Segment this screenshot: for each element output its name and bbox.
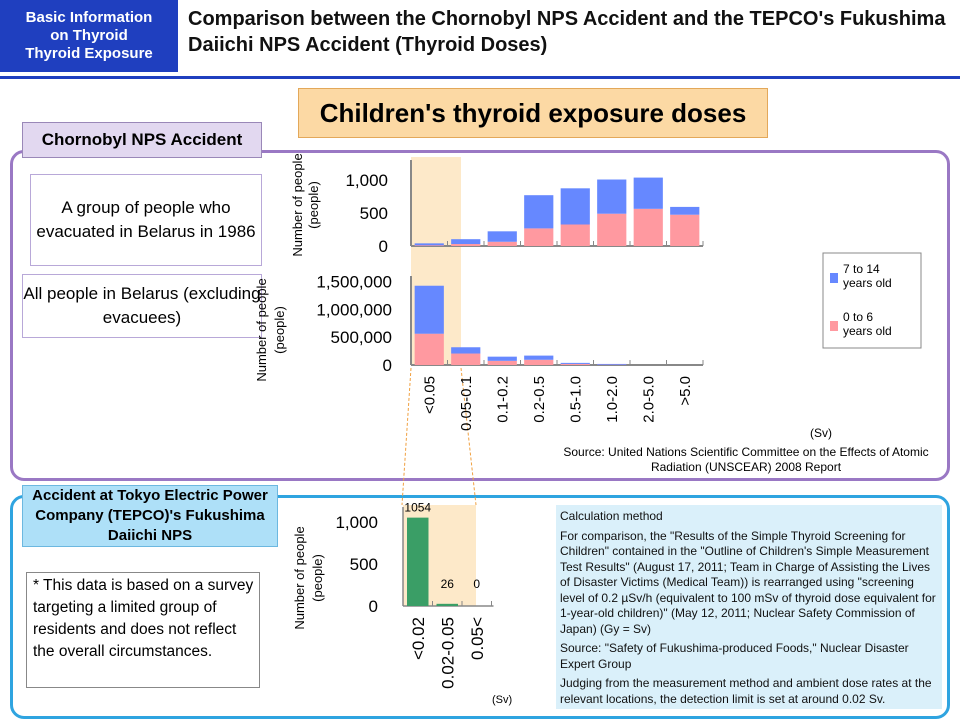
bar-0-6 <box>451 353 481 365</box>
bar-7-14 <box>414 243 444 246</box>
chornobyl-label: Chornobyl NPS Accident <box>22 122 262 158</box>
bar-0-6 <box>524 359 554 365</box>
y-tick-label: 1,000,000 <box>316 300 392 319</box>
bar-fukushima <box>407 517 429 606</box>
connector-line <box>401 367 412 506</box>
bar-7-14 <box>487 231 517 242</box>
section-badge: Basic Information on Thyroid Thyroid Expos… <box>0 0 178 72</box>
bar-0-6 <box>414 333 444 365</box>
y-tick-label: 1,500,000 <box>316 273 392 292</box>
data-label: 0 <box>473 577 480 591</box>
x-unit-label: (Sv) <box>492 694 512 706</box>
bar-7-14 <box>670 206 700 215</box>
x-tick-label: <0.02 <box>409 617 428 660</box>
legend-swatch-0-6 <box>830 321 838 331</box>
belarus-group-label: All people in Belarus (excluding evacuee… <box>22 274 262 338</box>
calc-limit: Judging from the measurement method and … <box>560 676 932 706</box>
y-axis-label: (people) <box>306 181 321 229</box>
y-tick-label: 0 <box>379 237 388 256</box>
y-tick-label: 1,000 <box>345 171 388 190</box>
x-tick-label: 0.1-0.2 <box>494 376 511 423</box>
header-divider <box>0 76 960 79</box>
y-tick-label: 0 <box>383 356 392 375</box>
bar-0-6 <box>633 208 663 246</box>
y-tick-label: 0 <box>369 597 378 616</box>
calculation-method-box: Calculation method For comparison, the "… <box>556 505 942 709</box>
legend <box>822 252 922 349</box>
main-title: Children's thyroid exposure doses <box>298 88 768 138</box>
x-tick-label: 0.2-0.5 <box>531 376 548 423</box>
evacuees-group-label: A group of people who evacuated in Belar… <box>30 174 262 266</box>
bar-0-6 <box>487 241 517 246</box>
survey-note: * This data is based on a survey targeti… <box>26 572 260 688</box>
bar-0-6 <box>414 245 444 246</box>
x-tick-label: 0.5-1.0 <box>567 376 584 423</box>
bar-7-14 <box>560 188 590 225</box>
data-label: 1054 <box>404 501 431 515</box>
bar-7-14 <box>524 355 554 360</box>
bar-7-14 <box>487 356 517 361</box>
x-unit-label: (Sv) <box>810 426 832 440</box>
bar-7-14 <box>633 177 663 209</box>
bar-0-6 <box>597 213 627 246</box>
bar-7-14 <box>597 179 627 214</box>
legend-label: years old <box>843 324 892 338</box>
bar-7-14 <box>597 363 627 365</box>
bar-fukushima <box>436 603 458 606</box>
y-tick-label: 500,000 <box>331 328 392 347</box>
bar-7-14 <box>560 362 590 364</box>
bar-0-6 <box>451 244 481 246</box>
badge-line: on Thyroid <box>50 27 128 44</box>
legend-label: 0 to 6 <box>843 310 873 324</box>
data-label: 26 <box>441 577 455 591</box>
legend-label: years old <box>843 276 892 290</box>
badge-line: Basic Information <box>25 9 153 26</box>
bar-0-6 <box>670 214 700 246</box>
chornobyl-panel <box>10 150 950 481</box>
y-tick-label: 500 <box>350 555 378 574</box>
x-tick-label: 1.0-2.0 <box>604 376 621 423</box>
y-axis-label: Number of people <box>290 153 305 256</box>
bar-7-14 <box>414 285 444 334</box>
bar-0-6 <box>524 228 554 246</box>
bar-7-14 <box>524 195 554 229</box>
calc-source: Source: "Safety of Fukushima-produced Fo… <box>560 641 909 671</box>
x-tick-label: 0.02-0.05 <box>438 617 457 689</box>
y-tick-label: 1,000 <box>335 513 378 532</box>
page-title: Comparison between the Chornobyl NPS Acc… <box>188 8 946 56</box>
x-tick-label: 0.05< <box>468 617 487 660</box>
connector-line <box>460 367 477 506</box>
bar-7-14 <box>451 239 481 245</box>
bar-0-6 <box>560 224 590 246</box>
calc-title: Calculation method <box>560 509 663 523</box>
calc-body: For comparison, the "Results of the Simp… <box>560 528 936 636</box>
bar-0-6 <box>487 360 517 365</box>
x-tick-label: >5.0 <box>677 376 694 406</box>
y-axis-label: (people) <box>310 554 325 602</box>
x-tick-label: 2.0-5.0 <box>640 376 657 423</box>
y-axis-label: (people) <box>272 306 287 354</box>
tepco-label: Accident at Tokyo Electric Power Company… <box>22 485 278 547</box>
unscear-source: Source: United Nations Scientific Commit… <box>563 445 929 474</box>
y-axis-label: Number of people <box>254 278 269 381</box>
legend-label: 7 to 14 <box>843 262 880 276</box>
tepco-panel <box>10 495 950 719</box>
y-tick-label: 500 <box>360 204 388 223</box>
bar-7-14 <box>451 347 481 354</box>
badge-line: Thyroid Exposure <box>25 45 153 62</box>
bar-0-6 <box>560 363 590 365</box>
legend-swatch-7-14 <box>830 273 838 283</box>
y-axis-label: Number of people <box>292 526 307 629</box>
x-tick-label: <0.05 <box>421 376 438 414</box>
x-tick-label: 0.05-0.1 <box>458 376 475 431</box>
